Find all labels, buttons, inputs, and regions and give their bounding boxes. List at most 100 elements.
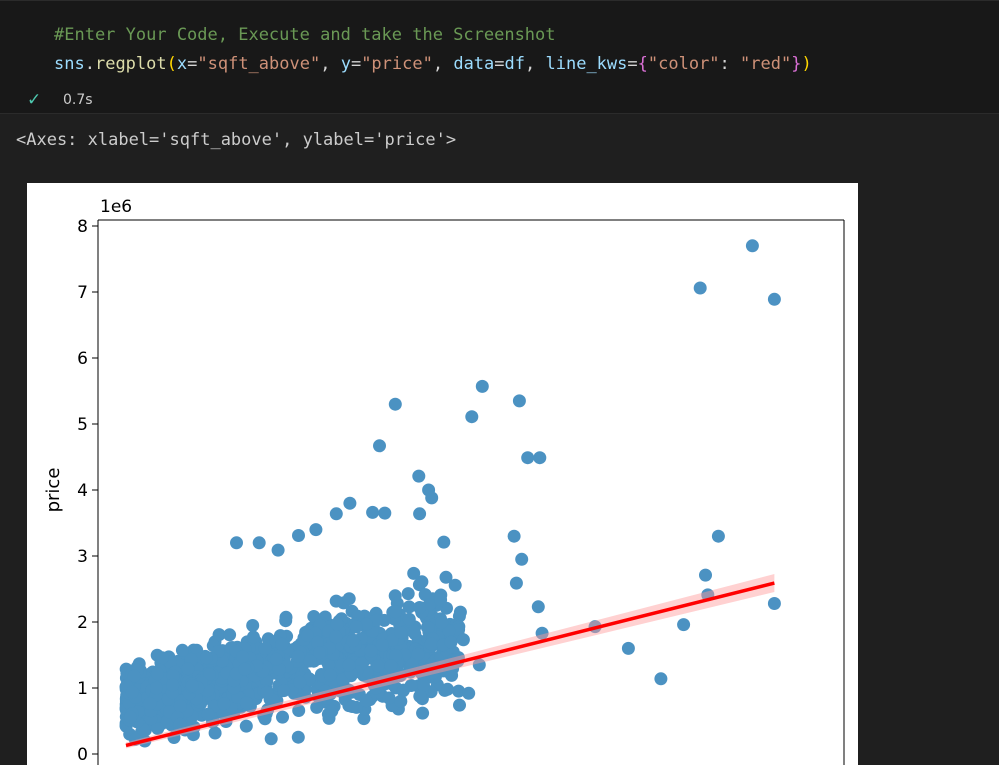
scatter-point <box>385 633 399 647</box>
scatter-point <box>311 635 324 649</box>
scatter-point <box>439 570 453 584</box>
scatter-point <box>621 641 635 655</box>
scatter-point <box>276 710 289 724</box>
scatter-point <box>462 686 476 700</box>
scatter-point <box>166 678 180 692</box>
scatter-point <box>127 669 141 683</box>
code-token: } <box>791 54 802 74</box>
code-token: regplot <box>94 54 167 74</box>
scatter-point <box>533 451 547 465</box>
scatter-point <box>465 410 479 424</box>
scatter-point <box>300 629 314 642</box>
scatter-point <box>277 684 291 698</box>
execution-status: ✓ 0.7s <box>27 89 93 111</box>
scatter-point <box>401 587 415 601</box>
scatter-point <box>293 675 307 689</box>
scatter-point <box>269 652 283 666</box>
y-tick-label: 4 <box>77 481 88 501</box>
scatter-point <box>346 634 360 648</box>
y-tick-label: 2 <box>77 613 88 633</box>
code-token: ) <box>801 54 812 74</box>
code-line: #Enter Your Code, Execute and take the S… <box>54 21 812 50</box>
scatter-point <box>371 659 385 673</box>
code-token: line_kws <box>545 54 628 74</box>
notebook-code-cell[interactable]: #Enter Your Code, Execute and take the S… <box>0 0 999 114</box>
scatter-point <box>375 638 389 652</box>
scatter-point <box>325 704 339 718</box>
scatter-point <box>201 707 215 721</box>
scatter-point <box>303 654 317 668</box>
scatter-point <box>424 637 438 651</box>
scatter-point <box>252 536 266 550</box>
scatter-point <box>342 658 356 672</box>
scatter-point <box>402 600 416 614</box>
y-offset-label: 1e6 <box>100 197 132 217</box>
scatter-point <box>394 694 408 708</box>
scatter-point <box>291 650 305 663</box>
scatter-point <box>124 710 137 724</box>
scatter-point <box>239 696 253 710</box>
code-editor[interactable]: #Enter Your Code, Execute and take the S… <box>54 21 812 79</box>
scatter-point <box>149 681 163 695</box>
code-token: , <box>432 54 454 74</box>
y-tick-label: 1 <box>77 679 88 699</box>
regression-line <box>125 581 775 748</box>
scatter-point <box>330 617 344 631</box>
scatter-point <box>382 691 396 705</box>
scatter-point <box>512 394 526 408</box>
scatter-point <box>342 592 356 606</box>
cell-output-text: <Axes: xlabel='sqft_above', ylabel='pric… <box>16 130 457 150</box>
scatter-point <box>275 637 289 651</box>
scatter-point <box>230 536 243 550</box>
code-token: #Enter Your Code, Execute and take the S… <box>54 25 556 45</box>
scatter-point <box>388 605 402 619</box>
scatter-point <box>239 719 253 733</box>
scatter-point <box>509 576 523 590</box>
scatter-point <box>415 575 429 589</box>
scatter-point <box>413 507 427 521</box>
scatter-point <box>472 658 486 672</box>
scatter-point <box>407 624 421 638</box>
scatter-point <box>453 605 467 619</box>
scatter-point <box>292 529 305 542</box>
code-token: , <box>320 54 341 74</box>
code-token: data <box>453 54 495 74</box>
scatter-point <box>384 659 398 673</box>
scatter-point <box>279 614 293 628</box>
scatter-point <box>246 619 260 632</box>
scatter-point <box>452 684 466 698</box>
scatter-point <box>767 597 781 610</box>
scatter-point <box>329 507 343 521</box>
code-token: = <box>350 54 362 74</box>
code-token: "price" <box>361 54 433 74</box>
scatter-point <box>369 613 383 627</box>
scatter-point <box>425 491 439 505</box>
scatter-point <box>359 694 373 708</box>
scatter-point <box>236 650 250 664</box>
scatter-point <box>260 686 274 700</box>
scatter-point <box>413 689 427 703</box>
scatter-point <box>521 451 535 465</box>
scatter-point <box>407 566 421 580</box>
code-token: sns <box>54 54 85 74</box>
scatter-point <box>435 616 449 630</box>
scatter-point <box>151 667 164 681</box>
y-tick-label: 3 <box>77 547 88 567</box>
scatter-point <box>208 726 222 740</box>
y-axis-label: price <box>43 468 64 513</box>
scatter-point <box>258 642 272 655</box>
code-token: : <box>719 54 741 74</box>
scatter-point <box>531 600 545 614</box>
scatter-point <box>185 679 199 693</box>
y-tick-label: 5 <box>77 415 88 435</box>
regplot-figure: 0 1 2 3 4 5 6 7 8 1e6 price <box>27 183 858 765</box>
scatter-point <box>441 682 454 696</box>
scatter-point <box>359 617 373 631</box>
execution-time: 0.7s <box>63 92 93 108</box>
scatter-point <box>453 698 466 712</box>
scatter-point <box>417 678 430 692</box>
code-token: ( <box>166 54 177 74</box>
code-token: "red" <box>740 54 792 74</box>
scatter-point <box>475 379 489 393</box>
code-line: sns.regplot(x="sqft_above", y="price", d… <box>54 50 812 79</box>
